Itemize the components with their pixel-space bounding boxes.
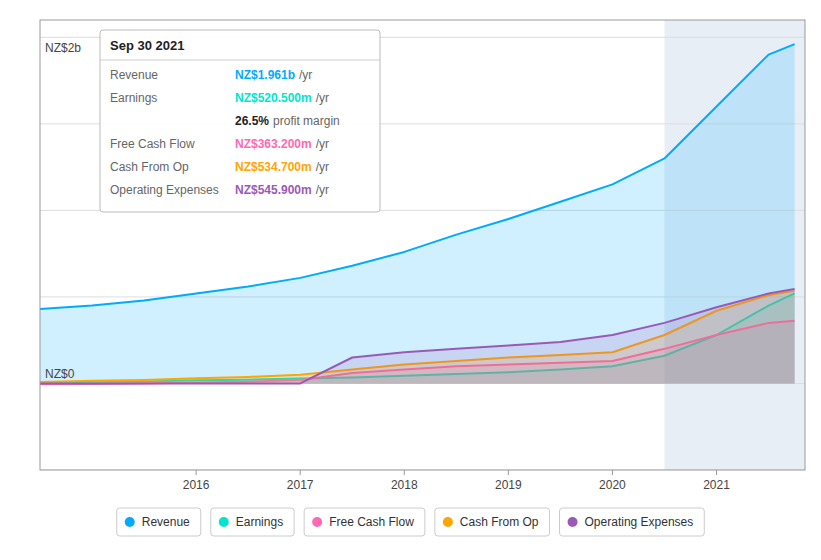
series-line	[40, 289, 795, 384]
x-tick	[716, 470, 717, 475]
legend-box	[560, 508, 705, 536]
x-tick	[300, 470, 301, 475]
x-tick-label: 2019	[495, 478, 522, 492]
legend-label: Earnings	[236, 515, 283, 529]
legend-label: Operating Expenses	[585, 515, 694, 529]
x-tick-label: 2016	[183, 478, 210, 492]
plot-area	[40, 20, 805, 470]
legend-swatch	[125, 517, 135, 527]
info-box-suffix: /yr	[316, 183, 329, 197]
info-box-label: Free Cash Flow	[110, 137, 195, 151]
legend-item: Earnings	[211, 508, 294, 536]
info-box-suffix: profit margin	[273, 114, 340, 128]
info-box-value: 26.5%	[235, 114, 269, 128]
info-box-value: NZ$1.961b	[235, 68, 295, 82]
info-box-label: Earnings	[110, 91, 157, 105]
legend-swatch	[443, 517, 453, 527]
info-box: Sep 30 2021 Revenue NZ$1.961b/yr Earnings NZ…	[100, 30, 380, 212]
area-fill	[40, 289, 795, 384]
info-box-value: NZ$545.900m	[235, 183, 312, 197]
legend-label: Free Cash Flow	[329, 515, 414, 529]
info-box-frame	[100, 30, 380, 212]
area-fill	[40, 44, 795, 383]
info-box-label: Revenue	[110, 68, 158, 82]
legend-item: Free Cash Flow	[304, 508, 425, 536]
legend-item: Revenue	[117, 508, 201, 536]
info-box-title: Sep 30 2021	[110, 38, 184, 53]
legend-label: Revenue	[142, 515, 190, 529]
x-tick	[612, 470, 613, 475]
info-box-value: NZ$363.200m	[235, 137, 312, 151]
x-tick-label: 2017	[287, 478, 314, 492]
legend-item: Operating Expenses	[560, 508, 705, 536]
x-tick	[404, 470, 405, 475]
legend-label: Cash From Op	[460, 515, 539, 529]
x-tick	[196, 470, 197, 475]
x-tick-label: 2021	[703, 478, 730, 492]
legend-swatch	[219, 517, 229, 527]
info-box-value: NZ$520.500m	[235, 91, 312, 105]
legend-swatch	[312, 517, 322, 527]
info-box-suffix: /yr	[316, 137, 329, 151]
chart: 2016 2017 2018 2019 2020 2021 NZ$2b NZ$0 Sep 30 …	[0, 0, 821, 560]
info-box-suffix: /yr	[316, 160, 329, 174]
legend-item: Cash From Op	[435, 508, 550, 536]
info-box-separator	[100, 60, 380, 61]
legend-box	[304, 508, 425, 536]
info-box-suffix: /yr	[299, 68, 312, 82]
legend-box	[211, 508, 294, 536]
x-tick-label: 2020	[599, 478, 626, 492]
legend: Revenue Earnings Free Cash Flow Cash From O…	[117, 508, 705, 536]
plot-background	[40, 20, 805, 470]
annotation: NZ$0	[45, 367, 75, 381]
legend-swatch	[568, 517, 578, 527]
annotation: NZ$2b	[45, 41, 81, 55]
legend-box	[117, 508, 201, 536]
info-box-label: Operating Expenses	[110, 183, 219, 197]
info-box-suffix: /yr	[316, 91, 329, 105]
x-tick	[508, 470, 509, 475]
info-box-value: NZ$534.700m	[235, 160, 312, 174]
x-tick-label: 2018	[391, 478, 418, 492]
plot-frame	[40, 20, 805, 470]
info-box-label: Cash From Op	[110, 160, 189, 174]
legend-box	[435, 508, 550, 536]
